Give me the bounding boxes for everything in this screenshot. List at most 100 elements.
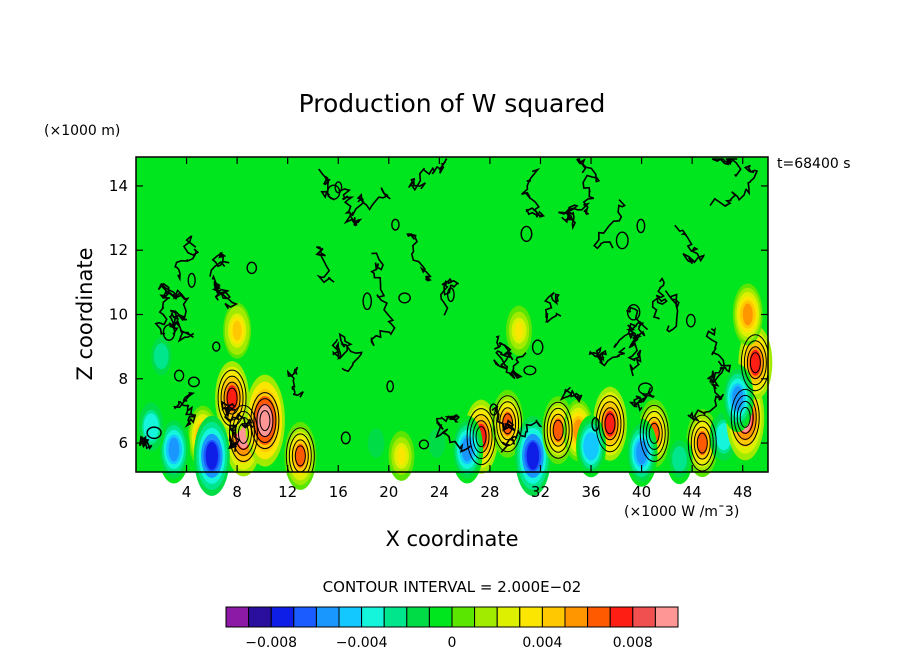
contour-loop: [326, 184, 341, 200]
x-tick-label: 36: [581, 483, 600, 501]
colorbar-swatch: [587, 606, 611, 628]
contour-line: [227, 424, 241, 452]
chart-title: Production of W squared: [299, 89, 606, 118]
heat-core: [742, 303, 753, 326]
contour-ring: [696, 432, 708, 454]
contour-line: [168, 309, 195, 343]
contour-loop: [246, 261, 258, 275]
contour-loop: [626, 304, 641, 321]
contour-ring: [546, 407, 570, 453]
contour-ring: [231, 410, 255, 456]
heat-core: [526, 441, 540, 470]
contour-line: [576, 158, 601, 216]
contour-line: [331, 332, 363, 373]
contour-ring: [220, 375, 244, 421]
contour-line: [493, 335, 512, 370]
contour-ring: [469, 414, 493, 460]
y-tick-label: 10: [109, 306, 128, 324]
x-tick-label: 16: [329, 483, 348, 501]
contour-ring: [250, 392, 280, 450]
contour-loop: [173, 369, 185, 382]
heat-core: [433, 435, 441, 452]
contour-ring: [730, 388, 760, 446]
time-label: t=68400 s: [777, 156, 851, 172]
colorbar-swatch: [451, 606, 476, 628]
contour-ring: [639, 404, 669, 462]
contour-loop: [187, 376, 200, 388]
x-tick-label: 24: [430, 483, 449, 501]
contour-line: [593, 199, 626, 250]
colorbar-swatch: [315, 606, 340, 628]
x-tick-label: 20: [379, 483, 398, 501]
x-axis: 4 8 12 16 20 24 28 32 36 40 44 48: [182, 157, 752, 501]
colorbar-swatch: [609, 606, 634, 628]
contour-ring: [294, 445, 306, 467]
contour-line: [705, 326, 726, 384]
x-tick-label: 12: [278, 483, 297, 501]
contour-line: [495, 342, 527, 380]
contour-loop: [685, 313, 696, 328]
contour-loop: [187, 272, 196, 288]
contour-ring: [499, 407, 517, 441]
contour-ring: [543, 401, 573, 459]
contour-ring: [693, 426, 711, 460]
heat-core: [675, 450, 684, 469]
colorbar-swatch: [361, 606, 385, 628]
contour-ring: [595, 395, 625, 453]
contour-ring: [234, 416, 252, 450]
contour-loop: [362, 292, 373, 311]
x-tick-label: 40: [632, 483, 651, 501]
contour-group: [139, 157, 768, 472]
contour-loop: [446, 287, 455, 303]
contour-ring: [687, 414, 717, 472]
x-units-label: (×1000 W /m¯3): [624, 504, 739, 520]
colorbar-tick-label: 0: [448, 635, 457, 651]
heat-core: [604, 410, 616, 437]
contour-line: [370, 252, 396, 347]
heat-core: [372, 435, 380, 452]
contour-loop: [520, 225, 533, 243]
contour-loop: [418, 439, 430, 450]
heat-core: [696, 431, 708, 456]
contour-line: [315, 246, 335, 284]
contour-ring: [217, 369, 247, 427]
contour-line: [709, 164, 759, 208]
contour-ring: [604, 413, 616, 435]
contour-ring: [493, 395, 523, 453]
contour-line: [521, 167, 546, 218]
heat-core: [552, 418, 564, 443]
y-tick-label: 14: [109, 177, 128, 195]
contour-ring: [475, 426, 487, 448]
heat-core: [294, 443, 306, 468]
colorbar: −0.008 −0.004 0 0.004 0.008: [225, 606, 679, 651]
colorbar-swatch: [293, 606, 317, 628]
colorbar-swatch: [654, 606, 679, 628]
y-axis: 6 8 10 12 14: [109, 177, 768, 452]
contour-loop: [636, 218, 646, 234]
contour-ring: [549, 413, 567, 447]
contour-loop: [162, 324, 176, 341]
colorbar-swatch: [406, 606, 430, 628]
contour-line: [139, 435, 153, 451]
heat-core: [168, 437, 180, 462]
contour-loop: [212, 341, 221, 352]
contour-line: [154, 282, 177, 335]
contour-loop: [386, 380, 394, 393]
contour-ring: [598, 401, 622, 447]
colorbar-swatch: [270, 606, 295, 628]
contour-ring: [733, 394, 757, 440]
heat-core: [732, 386, 744, 411]
heat-core: [397, 446, 406, 465]
contour-ring: [502, 413, 514, 435]
colorbar-swatch: [474, 606, 498, 628]
contour-ring: [739, 406, 751, 428]
contour-ring: [223, 381, 241, 415]
x-tick-label: 48: [733, 483, 752, 501]
x-tick-label: 8: [232, 483, 242, 501]
contour-ring: [226, 387, 238, 409]
contour-line: [408, 158, 448, 192]
contour-loop: [146, 426, 162, 440]
colorbar-swatch: [519, 606, 543, 628]
contour-ring: [648, 422, 660, 444]
